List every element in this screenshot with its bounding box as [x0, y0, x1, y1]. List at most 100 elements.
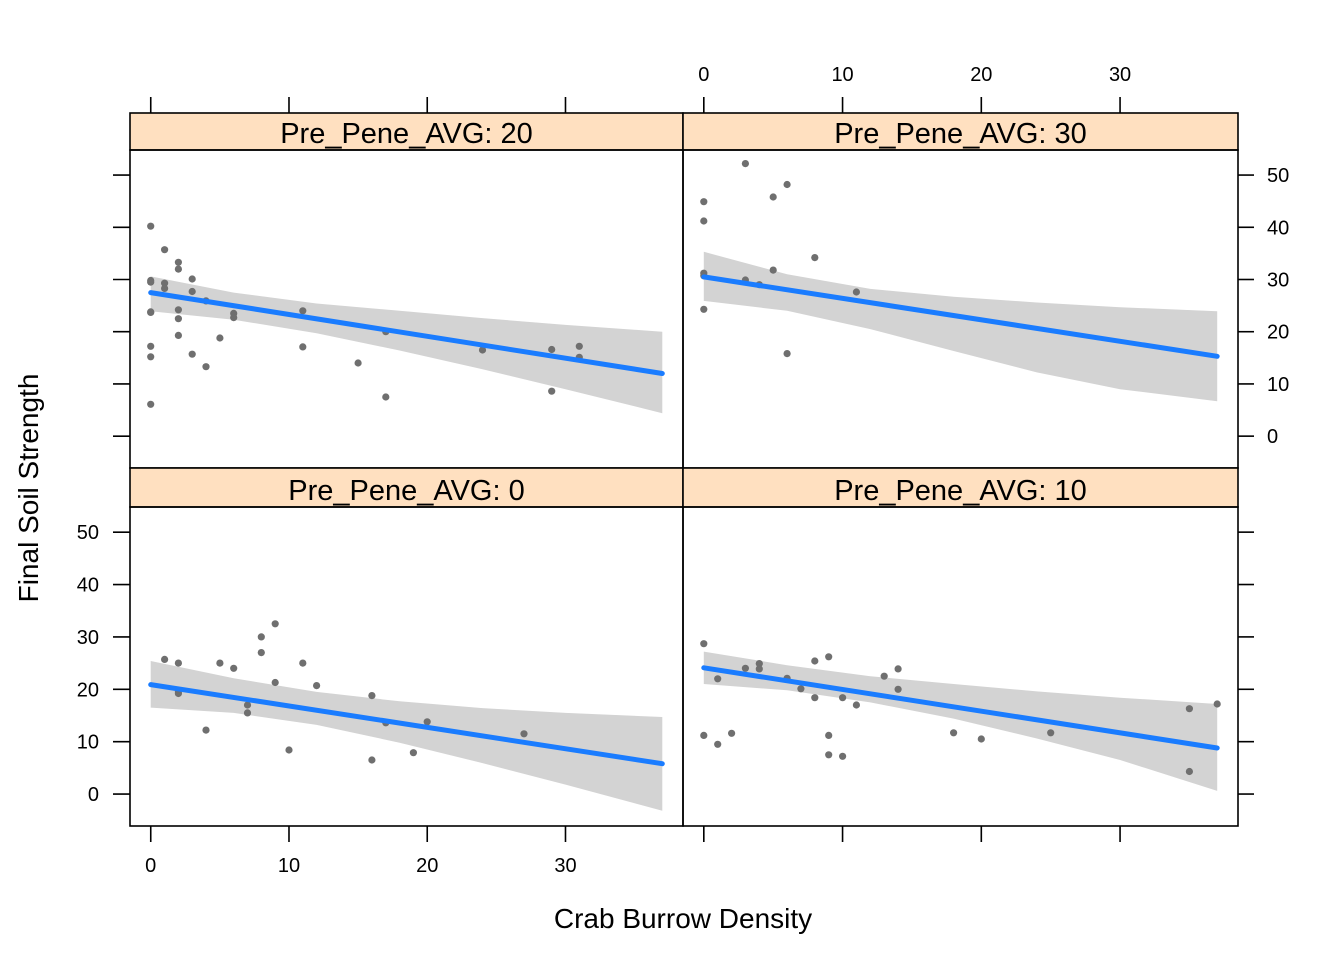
- data-point: [811, 254, 819, 262]
- data-point: [700, 305, 708, 313]
- x-axis-bottom-left: 0 10 20 30: [145, 826, 577, 877]
- data-point: [548, 345, 556, 354]
- data-point: [202, 726, 210, 734]
- data-point: [147, 308, 155, 316]
- panel-strip-label: Pre_Pene_AVG: 20: [280, 118, 533, 150]
- data-point: [354, 359, 362, 367]
- regression-line: [701, 274, 1220, 359]
- data-point: [174, 315, 182, 323]
- data-point: [1047, 729, 1055, 737]
- data-point: [728, 729, 736, 737]
- confidence-band: [150, 661, 663, 811]
- data-point: [700, 198, 708, 206]
- data-point: [188, 350, 196, 358]
- data-point: [783, 180, 791, 189]
- panel-frame: [682, 506, 1239, 827]
- x-tick-label: 30: [1109, 64, 1131, 86]
- data-point: [368, 692, 376, 700]
- data-point: [478, 346, 487, 354]
- data-point: [382, 393, 390, 401]
- y-axis-left-bottom: 0 10 20 30 40 50: [77, 522, 130, 806]
- data-point: [769, 193, 777, 201]
- data-point: [950, 729, 958, 737]
- regression-line: [701, 665, 1220, 751]
- y-tick-label: 20: [77, 679, 99, 701]
- y-tick-label: 30: [1267, 269, 1289, 291]
- data-point: [271, 620, 279, 628]
- data-point: [755, 665, 763, 673]
- data-point: [161, 655, 169, 664]
- data-point: [161, 284, 169, 292]
- x-tick-label: 10: [278, 855, 300, 877]
- data-point: [880, 672, 888, 680]
- data-point: [894, 685, 902, 693]
- data-point: [520, 730, 528, 738]
- regression-line: [148, 682, 665, 767]
- data-point: [700, 731, 708, 740]
- data-point: [839, 694, 847, 702]
- y-tick-label: 0: [1267, 426, 1278, 448]
- confidence-band: [703, 251, 1218, 402]
- data-point: [839, 752, 847, 760]
- x-axis-title: Crab Burrow Density: [554, 903, 812, 934]
- data-point: [825, 751, 833, 759]
- data-point: [409, 749, 417, 757]
- data-point: [423, 718, 431, 726]
- data-point: [700, 217, 708, 225]
- x-tick-label: 10: [831, 64, 853, 86]
- x-tick-label: 0: [698, 64, 709, 86]
- data-point: [811, 694, 819, 702]
- data-point: [977, 735, 985, 743]
- data-point: [230, 664, 238, 672]
- confidence-band: [703, 651, 1218, 791]
- y-tick-label: 50: [77, 522, 99, 544]
- y-axis-title: Final Soil Strength: [13, 374, 44, 603]
- data-point: [161, 279, 169, 287]
- panel-strip-label: Pre_Pene_AVG: 10: [834, 475, 1087, 507]
- y-tick-label: 40: [1267, 217, 1289, 239]
- data-point: [147, 353, 155, 361]
- panel-bottom-left: Pre_Pene_AVG: 0: [129, 467, 684, 827]
- data-point: [825, 653, 833, 661]
- panel-strip-label: Pre_Pene_AVG: 30: [834, 118, 1087, 150]
- data-point: [174, 331, 182, 339]
- data-point: [243, 709, 252, 717]
- data-point: [1185, 705, 1193, 713]
- data-point: [852, 701, 861, 709]
- data-point: [188, 287, 196, 296]
- data-point: [285, 746, 293, 754]
- data-point: [147, 278, 155, 286]
- data-point: [548, 387, 556, 395]
- data-point: [243, 701, 252, 709]
- y-tick-label: 50: [1267, 165, 1289, 187]
- y-axis-left-top: [113, 174, 130, 437]
- data-point: [257, 649, 265, 657]
- data-point: [147, 342, 155, 350]
- panel-strip: [682, 112, 1239, 151]
- panel-top-left: Pre_Pene_AVG: 20: [129, 112, 684, 469]
- data-point: [852, 288, 861, 296]
- data-point: [174, 659, 182, 667]
- data-point: [575, 342, 583, 350]
- data-point: [147, 222, 155, 230]
- y-tick-label: 0: [88, 784, 99, 806]
- panel-strip: [682, 467, 1239, 508]
- data-point: [299, 659, 307, 667]
- data-point: [783, 350, 791, 358]
- data-point: [257, 633, 265, 641]
- x-tick-label: 0: [145, 855, 156, 877]
- data-point: [755, 660, 763, 668]
- data-point: [216, 659, 224, 667]
- data-point: [174, 689, 182, 698]
- confidence-band: [150, 276, 663, 414]
- y-tick-label: 20: [1267, 322, 1289, 344]
- panels-layer: Pre_Pene_AVG: 20 Pre_Pene_AVG: 30 Pre_Pene…: [129, 112, 1239, 827]
- y-tick-label: 40: [77, 575, 99, 597]
- y-axis-right-top: 0 10 20 30 40 50: [1238, 165, 1289, 448]
- data-point: [174, 306, 182, 314]
- regression-line: [148, 290, 665, 376]
- data-point: [299, 307, 307, 315]
- data-point: [825, 731, 833, 740]
